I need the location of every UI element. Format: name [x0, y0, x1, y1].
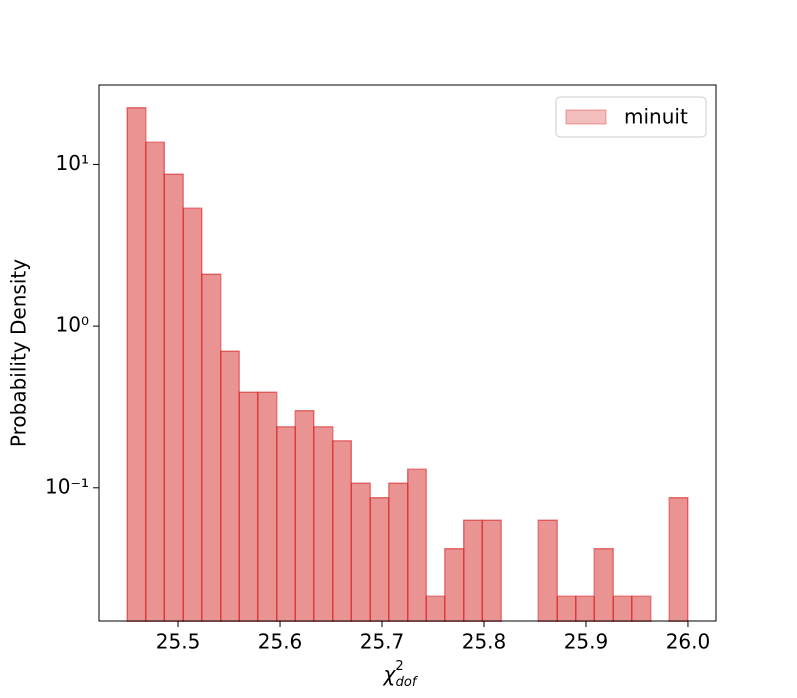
- bar: [444, 547, 465, 622]
- bar: [406, 468, 427, 622]
- bar: [163, 173, 184, 622]
- bar: [668, 496, 689, 622]
- y-axis-label: Probability Density: [7, 259, 31, 447]
- x-label-symbol: χ: [383, 662, 397, 686]
- x-tick-label: 26.0: [666, 630, 711, 654]
- bar: [182, 207, 203, 622]
- plot-frame: [98, 84, 717, 622]
- y-tick-label: 10⁻¹: [45, 474, 89, 498]
- legend-box: [555, 96, 707, 138]
- bar: [350, 482, 371, 622]
- bar: [238, 391, 259, 622]
- bar: [369, 496, 390, 622]
- legend-label: minuit: [624, 105, 688, 129]
- x-axis-label: χ2 dof: [383, 659, 419, 690]
- x-tick-label: 25.7: [360, 630, 405, 654]
- bar: [275, 426, 297, 622]
- bar: [126, 106, 147, 622]
- bar: [425, 595, 446, 622]
- y-tick-label: 10⁰: [56, 313, 89, 337]
- bar: [612, 595, 633, 622]
- bar: [593, 547, 614, 622]
- bar: [481, 519, 502, 622]
- bar: [219, 350, 240, 622]
- x-label-sub: dof: [396, 675, 419, 690]
- bar: [144, 141, 166, 622]
- bar: [388, 482, 409, 622]
- bar: [462, 519, 484, 622]
- x-tick-label: 25.9: [564, 630, 609, 654]
- bar: [331, 440, 353, 622]
- x-tick-label: 25.6: [258, 630, 303, 654]
- bar: [257, 391, 278, 622]
- bar: [575, 595, 596, 622]
- x-tick-label: 25.5: [156, 630, 201, 654]
- y-tick-label: 10¹: [56, 151, 89, 175]
- x-label-sup: 2: [395, 659, 403, 674]
- x-tick-label: 25.8: [462, 630, 507, 654]
- bar: [201, 273, 222, 622]
- legend-swatch: [565, 109, 607, 125]
- bar: [313, 426, 334, 622]
- bar: [294, 409, 315, 622]
- bar: [556, 595, 577, 622]
- bar: [631, 595, 652, 622]
- bar: [537, 519, 558, 622]
